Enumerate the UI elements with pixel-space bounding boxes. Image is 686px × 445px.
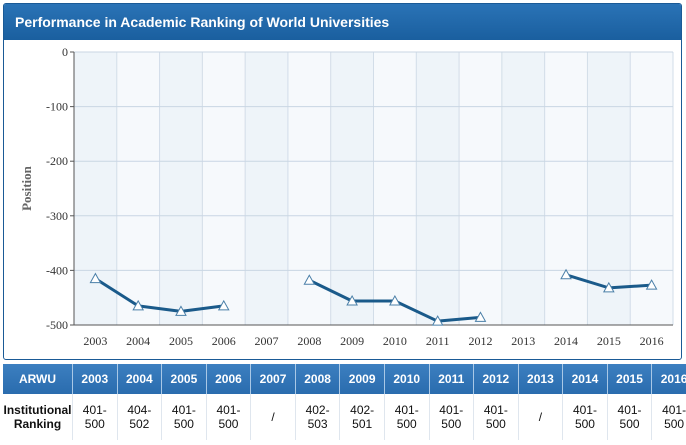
x-tick-label: 2004 bbox=[126, 334, 150, 348]
ranking-chart-panel: Performance in Academic Ranking of World… bbox=[3, 3, 682, 360]
plot-band bbox=[373, 52, 417, 325]
header-year: 2007 bbox=[250, 364, 296, 394]
panel-title: Performance in Academic Ranking of World… bbox=[4, 4, 681, 40]
header-year: 2015 bbox=[607, 364, 653, 394]
y-tick-label: -100 bbox=[46, 100, 68, 114]
plot-band bbox=[459, 52, 502, 325]
ranking-cell: 402-501 bbox=[339, 394, 385, 440]
x-tick-label: 2012 bbox=[468, 334, 492, 348]
x-tick-label: 2011 bbox=[426, 334, 450, 348]
y-tick-label: -200 bbox=[46, 154, 68, 168]
header-year: 2016 bbox=[651, 364, 686, 394]
header-year: 2014 bbox=[562, 364, 608, 394]
x-tick-label: 2015 bbox=[597, 334, 621, 348]
ranking-cell: 401-500 bbox=[206, 394, 252, 440]
y-tick-label: -300 bbox=[46, 209, 68, 223]
header-year: 2013 bbox=[518, 364, 564, 394]
data-point bbox=[346, 294, 358, 306]
ranking-table: ARWU 2003 2004 2005 2006 2007 2008 2009 2010 201… bbox=[3, 364, 686, 440]
ranking-cell: / bbox=[518, 394, 564, 440]
line-chart: 0 -100 -200 -300 -400 -500 2003 2004 2005 2006 200… bbox=[19, 45, 674, 348]
ranking-cell: / bbox=[250, 394, 296, 440]
header-year: 2008 bbox=[295, 364, 341, 394]
y-tick-label: 0 bbox=[62, 45, 68, 59]
data-point bbox=[389, 294, 401, 306]
y-tick-label: -400 bbox=[46, 263, 68, 277]
data-point bbox=[560, 268, 572, 280]
x-tick-label: 2003 bbox=[83, 334, 107, 348]
x-tick-label: 2007 bbox=[255, 334, 279, 348]
x-tick-label: 2013 bbox=[511, 334, 535, 348]
x-tick-label: 2014 bbox=[554, 334, 578, 348]
y-tick-label: -500 bbox=[46, 318, 68, 332]
ranking-cell: 401-500 bbox=[161, 394, 207, 440]
data-point bbox=[132, 299, 145, 311]
row-label-institutional-ranking: Institutional Ranking bbox=[3, 394, 73, 440]
data-point bbox=[217, 299, 230, 311]
x-tick-label: 2016 bbox=[640, 334, 664, 348]
ranking-cell: 404-502 bbox=[117, 394, 163, 440]
x-tick-label: 2005 bbox=[169, 334, 193, 348]
header-arwu: ARWU bbox=[3, 364, 73, 394]
x-tick-label: 2008 bbox=[297, 334, 321, 348]
plot-band bbox=[116, 52, 160, 325]
header-year: 2005 bbox=[161, 364, 207, 394]
table-header-row: ARWU 2003 2004 2005 2006 2007 2008 2009 2010 201… bbox=[3, 364, 686, 394]
y-axis-label: Position bbox=[19, 165, 34, 211]
data-point bbox=[89, 272, 102, 284]
ranking-cell: 401-500 bbox=[607, 394, 653, 440]
plot-band bbox=[544, 52, 588, 325]
plot-band bbox=[202, 52, 246, 325]
table-row: Institutional Ranking 401-500 404-502 401-… bbox=[3, 394, 686, 440]
data-point bbox=[645, 279, 658, 290]
ranking-cell: 401-500 bbox=[562, 394, 608, 440]
ranking-cell: 401-500 bbox=[429, 394, 475, 440]
x-tick-label: 2006 bbox=[212, 334, 236, 348]
data-point bbox=[431, 315, 444, 326]
x-tick-label: 2009 bbox=[340, 334, 364, 348]
header-year: 2009 bbox=[339, 364, 385, 394]
header-year: 2011 bbox=[429, 364, 475, 394]
header-year: 2010 bbox=[384, 364, 430, 394]
ranking-cell: 402-503 bbox=[295, 394, 341, 440]
data-point bbox=[175, 305, 187, 316]
header-year: 2006 bbox=[206, 364, 252, 394]
data-point bbox=[303, 274, 316, 285]
header-year: 2004 bbox=[117, 364, 163, 394]
ranking-cell: 401-500 bbox=[72, 394, 118, 440]
ranking-cell: 401-500 bbox=[662, 403, 686, 431]
series-line bbox=[94, 277, 224, 313]
header-year: 2012 bbox=[473, 364, 519, 394]
data-point bbox=[602, 281, 615, 293]
ranking-cell: 401-500 bbox=[473, 394, 519, 440]
x-tick-label: 2010 bbox=[383, 334, 407, 348]
data-point bbox=[474, 311, 487, 322]
ranking-cell: 401-500 bbox=[384, 394, 430, 440]
header-year: 2003 bbox=[72, 364, 118, 394]
